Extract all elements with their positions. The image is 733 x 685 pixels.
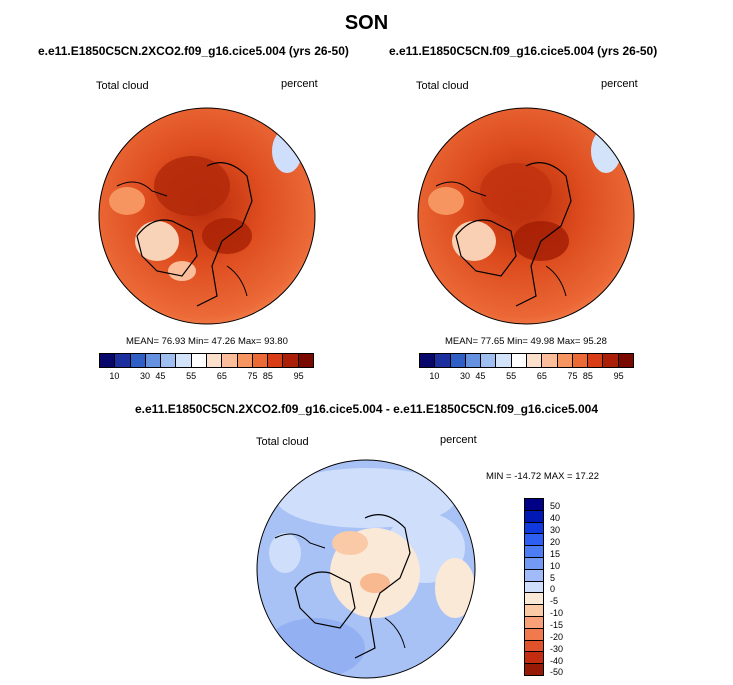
colorbar-swatch: [206, 354, 223, 367]
diff-variable: Total cloud: [256, 436, 309, 448]
colorbar-swatch: [115, 354, 131, 367]
colorbar-tick-label: -40: [550, 655, 564, 666]
colorbar-swatch: [145, 354, 162, 367]
colorbar-swatch: [525, 605, 543, 617]
panel-1-colorbar-labels: 10 30 45 55 65 75 85 95: [99, 371, 314, 383]
panel-1-title: e.e11.E1850C5CN.2XCO2.f09_g16.cice5.004 …: [38, 44, 349, 58]
colorbar-tick-label: 65: [216, 371, 227, 381]
colorbar-tick-label: 10: [550, 560, 561, 571]
colorbar-tick-label: 95: [293, 371, 304, 381]
colorbar-swatch: [525, 546, 543, 558]
colorbar-swatch: [465, 354, 482, 367]
colorbar-tick-label: -30: [550, 643, 564, 654]
colorbar-swatch: [525, 593, 543, 606]
colorbar-tick-label: 30: [460, 371, 471, 381]
colorbar-tick-label: 95: [613, 371, 624, 381]
colorbar-tick-label: 75: [247, 371, 258, 381]
colorbar-swatch: [525, 664, 543, 675]
colorbar-swatch: [572, 354, 589, 367]
colorbar-tick-label: 55: [186, 371, 197, 381]
diff-stats: MIN = -14.72 MAX = 17.22: [486, 471, 600, 482]
colorbar-tick-label: 50: [550, 501, 561, 512]
colorbar-swatch: [525, 569, 543, 582]
colorbar-tick-label: -20: [550, 631, 564, 642]
panel-2-polar-map: [417, 107, 635, 325]
panel-2-colorbar: [419, 353, 634, 368]
colorbar-tick-label: 45: [475, 371, 486, 381]
panel-1-stats: MEAN= 76.93 Min= 47.26 Max= 93.80: [126, 336, 288, 347]
colorbar-tick-label: 30: [140, 371, 151, 381]
colorbar-swatch: [525, 616, 543, 629]
colorbar-swatch: [525, 534, 543, 547]
diff-polar-map: [256, 459, 476, 679]
colorbar-swatch: [588, 354, 604, 367]
colorbar-swatch: [525, 522, 543, 535]
colorbar-swatch: [100, 354, 116, 367]
colorbar-swatch: [191, 354, 207, 367]
colorbar-tick-label: 85: [262, 371, 273, 381]
colorbar-swatch: [618, 354, 633, 367]
panel-2-colorbar-labels: 10 30 45 55 65 75 85 95: [419, 371, 634, 383]
colorbar-tick-label: 0: [550, 584, 556, 595]
colorbar-swatch: [496, 354, 512, 367]
colorbar-tick-label: 15: [550, 548, 561, 559]
colorbar-swatch: [542, 354, 558, 367]
colorbar-tick-label: 45: [155, 371, 166, 381]
colorbar-swatch: [525, 652, 543, 665]
colorbar-swatch: [161, 354, 177, 367]
colorbar-swatch: [130, 354, 146, 367]
colorbar-swatch: [268, 354, 284, 367]
colorbar-tick-label: 40: [550, 513, 561, 524]
panel-1-units: percent: [281, 78, 318, 90]
panel-2-stats: MEAN= 77.65 Min= 49.98 Max= 95.28: [445, 336, 607, 347]
colorbar-swatch: [283, 354, 299, 367]
diff-colorbar: [524, 498, 544, 676]
colorbar-swatch: [525, 499, 543, 511]
season-title: SON: [344, 12, 389, 34]
colorbar-swatch: [525, 557, 543, 570]
colorbar-tick-label: -50: [550, 667, 564, 678]
panel-1-polar-map: [98, 107, 316, 325]
colorbar-swatch: [525, 510, 543, 523]
diff-title: e.e11.E1850C5CN.2XCO2.f09_g16.cice5.004 …: [135, 402, 598, 416]
colorbar-swatch: [526, 354, 543, 367]
colorbar-swatch: [420, 354, 436, 367]
colorbar-swatch: [525, 581, 543, 594]
colorbar-tick-label: 10: [109, 371, 120, 381]
colorbar-tick-label: 5: [550, 572, 556, 583]
panel-1-colorbar: [99, 353, 314, 368]
colorbar-tick-label: -10: [550, 608, 564, 619]
panel-2-variable: Total cloud: [416, 80, 469, 92]
colorbar-swatch: [237, 354, 253, 367]
colorbar-swatch: [557, 354, 573, 367]
colorbar-swatch: [298, 354, 313, 367]
colorbar-swatch: [525, 640, 543, 653]
colorbar-tick-label: 55: [506, 371, 517, 381]
colorbar-tick-label: 85: [582, 371, 593, 381]
colorbar-tick-label: 10: [429, 371, 440, 381]
colorbar-tick-label: -5: [550, 596, 559, 607]
colorbar-swatch: [176, 354, 192, 367]
colorbar-tick-label: 75: [567, 371, 578, 381]
colorbar-tick-label: 30: [550, 525, 561, 536]
panel-1-variable: Total cloud: [96, 80, 149, 92]
colorbar-swatch: [525, 628, 543, 641]
colorbar-swatch: [511, 354, 527, 367]
panel-2-title: e.e11.E1850C5CN.f09_g16.cice5.004 (yrs 2…: [389, 44, 658, 58]
colorbar-tick-label: 65: [536, 371, 547, 381]
colorbar-swatch: [435, 354, 451, 367]
colorbar-swatch: [222, 354, 238, 367]
colorbar-swatch: [450, 354, 466, 367]
colorbar-tick-label: 20: [550, 536, 561, 547]
colorbar-swatch: [252, 354, 269, 367]
colorbar-tick-label: -15: [550, 619, 564, 630]
panel-2-units: percent: [601, 78, 638, 90]
colorbar-swatch: [481, 354, 497, 367]
diff-colorbar-labels: 50 40 30 20 15 10 5 0 -5 -10 -15 -20 -30 -40 -50: [550, 498, 580, 678]
colorbar-swatch: [603, 354, 619, 367]
diff-units: percent: [440, 434, 477, 446]
